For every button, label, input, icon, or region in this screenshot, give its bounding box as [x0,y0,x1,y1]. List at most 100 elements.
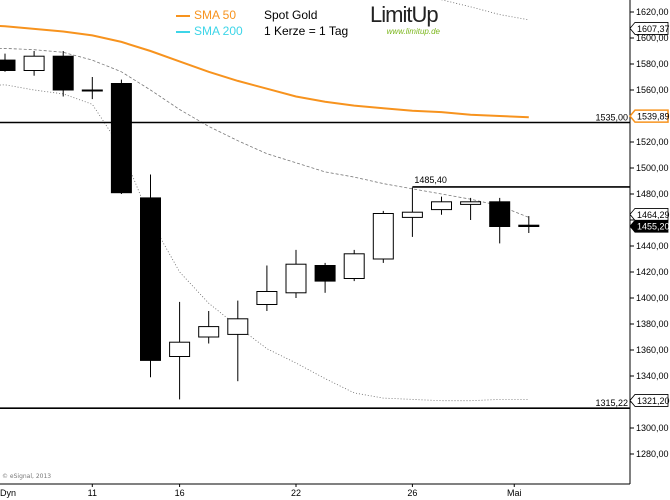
top-right-dotted-line [440,0,529,21]
candle-body [169,341,191,358]
candle [81,77,103,100]
price-box-shape [629,208,669,221]
candle [256,265,278,311]
candle [198,311,220,344]
price-box: 1455,20 [629,219,670,233]
price-box-shape [629,22,669,35]
candle-body [227,318,249,335]
candle-body [256,291,278,305]
level-label-2: 1315,22 [595,398,628,408]
legend-sma200-label: SMA 200 [194,24,243,38]
price-tick-label: 1560,00 [636,85,669,95]
upper-band-dashed-line [0,47,529,218]
legend-sma50: SMA 50 [176,7,243,23]
candle-body [198,326,220,338]
chart-title: Spot Gold [264,8,318,22]
date-axis: Dyn 11 16 22 26 Mai [0,483,630,498]
price-tick-label: 1360,00 [636,345,669,355]
candle-body [401,211,423,218]
esignal-credit: © eSignal, 2013 [2,473,52,480]
price-tick-label: 1340,00 [636,371,669,381]
price-box-label: 1464,29 [637,210,670,220]
logo-brand: LimitUp [370,2,439,27]
level-label-0: 1535,00 [595,113,628,123]
candle-body [431,201,452,211]
level-label-1: 1485,40 [414,175,447,185]
candle [227,300,249,382]
price-box-label: 1607,37 [637,24,670,34]
candle [431,196,452,215]
candle-body [110,83,132,194]
price-tick-label: 1380,00 [636,319,669,329]
candle [0,53,16,72]
price-box-label: 1539,89 [637,112,670,122]
legend-sma200-swatch [176,30,190,33]
candle-body [285,263,307,294]
chart-legend: SMA 50 SMA 200 [176,7,243,39]
date-tick-label: 22 [291,488,301,498]
price-box: 1607,37 [629,22,670,35]
logo-url: www.limitup.de [386,27,440,36]
price-box-shape [629,394,669,407]
candle-body [23,55,45,72]
candle-body [372,213,394,260]
price-box-label: 1321,20 [637,396,670,406]
candle-body [343,253,365,280]
price-tick-label: 1440,00 [636,241,669,251]
chart-title-block: Spot Gold 1 Kerze = 1 Tag [264,7,348,39]
date-tick-label: 16 [175,488,185,498]
candle [401,187,423,237]
price-boxes: 1607,37 1539,89 1464,29 1455,20 1321,20 [629,22,670,407]
candle [23,51,45,76]
candle-body [489,201,511,228]
candle [343,249,365,282]
candle [140,174,161,378]
candle [52,51,74,97]
candle [285,249,307,298]
candle [460,197,482,220]
price-axis: 1280,001300,001320,001340,001360,001380,… [629,0,669,484]
candles [0,51,540,400]
candle [314,262,336,293]
price-box: 1321,20 [629,394,670,407]
candle-body [140,197,161,361]
sma50-line [0,25,529,119]
candle-body [460,201,482,205]
price-tick-label: 1480,00 [636,189,669,199]
price-tick-label: 1600,00 [636,33,669,43]
date-tick-label: 11 [88,488,97,498]
limitup-logo: LimitUp www.limitup.de [370,2,440,37]
price-tick-label: 1500,00 [636,163,669,173]
chart-subtitle: 1 Kerze = 1 Tag [264,24,349,38]
candle [169,301,191,400]
price-box: 1539,89 [629,109,670,123]
date-tick-label: Mai [507,488,522,498]
legend-sma200: SMA 200 [176,23,243,39]
price-tick-label: 1620,00 [636,7,669,17]
legend-sma50-swatch [176,14,190,17]
price-tick-label: 1580,00 [636,59,669,69]
date-tick-label: Dyn [0,488,16,498]
price-tick-label: 1300,00 [636,423,669,433]
lower-band-dotted-line [0,84,529,402]
candle-body [0,59,16,71]
candle [489,197,511,244]
horizontal-levels: 1535,00 1485,40 1315,22 [0,113,630,410]
candle-body [518,224,540,227]
candle-body [52,55,74,91]
indicator-lines [0,0,529,402]
price-box-shape [629,219,669,233]
price-tick-label: 1280,00 [636,449,669,459]
price-box-label: 1455,20 [637,222,670,232]
price-tick-label: 1520,00 [636,137,669,147]
price-tick-label: 1420,00 [636,267,669,277]
candle [372,210,394,263]
candle [518,216,540,233]
date-tick-label: 26 [407,488,417,498]
price-tick-label: 1400,00 [636,293,669,303]
price-box-shape [629,109,669,123]
candle-body [314,265,336,282]
candle-body [81,89,103,92]
candle [110,79,132,194]
